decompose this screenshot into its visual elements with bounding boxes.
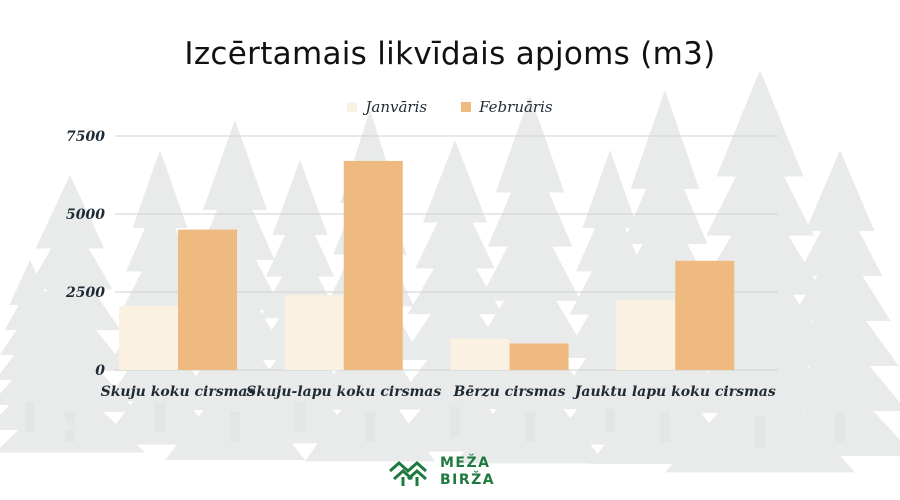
- x-tick-label: Bērzu cirsmas: [453, 384, 566, 400]
- x-tick-label: Skuju koku cirsmas: [101, 384, 256, 400]
- legend: Janvāris Februāris: [0, 98, 900, 116]
- legend-label-february: Februāris: [479, 98, 553, 116]
- legend-swatch-january: [347, 102, 358, 112]
- y-tick-label: 0: [95, 363, 105, 379]
- bar-january: [284, 295, 344, 370]
- logo-line-1: MEŽA: [440, 455, 491, 471]
- bar-february: [178, 229, 237, 370]
- y-tick-label: 5000: [66, 207, 105, 223]
- bar-february: [343, 160, 403, 370]
- background-tree: [0, 260, 75, 432]
- y-tick-label: 2500: [65, 285, 105, 301]
- x-tick-label: Jauktu lapu koku cirsmas: [572, 384, 776, 400]
- meza-birza-logo: MEŽA BIRŽA: [388, 452, 508, 492]
- bar-january: [616, 299, 676, 370]
- bar-january: [450, 338, 510, 370]
- tree-logo-icon: [389, 460, 427, 486]
- logo-line-2: BIRŽA: [440, 472, 496, 488]
- logo-text: MEŽA BIRŽA: [440, 455, 495, 489]
- y-tick-label: 7500: [66, 129, 105, 145]
- x-tick-label: Skuju-lapu koku cirsmas: [246, 384, 441, 400]
- bar-january: [119, 306, 178, 370]
- background-tree: [765, 150, 900, 456]
- legend-item-february: Februāris: [461, 98, 553, 116]
- legend-swatch-february: [461, 102, 472, 112]
- chart-title: Izcērtamais likvīdais apjoms (m3): [184, 36, 716, 72]
- legend-label-january: Janvāris: [365, 98, 428, 116]
- bar-february: [509, 343, 569, 370]
- legend-item-january: Janvāris: [347, 98, 427, 116]
- bar-february: [675, 260, 735, 370]
